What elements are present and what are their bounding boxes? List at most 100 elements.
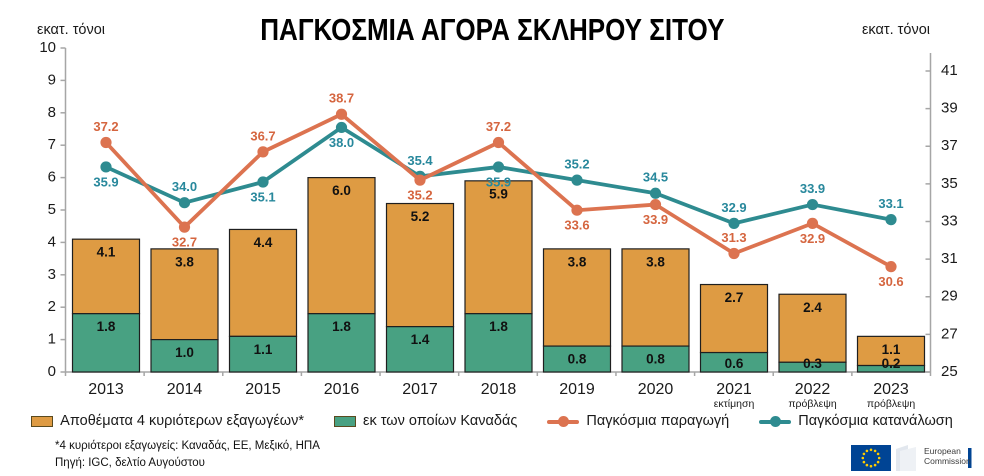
line-marker [178,197,191,209]
bar-segment-stocks [228,228,298,337]
ec-logo-text: European Commission [924,446,971,466]
bar-total-label: 6.0 [332,183,351,198]
x-axis-category-label: 2016 [324,381,360,398]
line-point-label: 34.5 [643,170,668,185]
line-point-label: 31.3 [721,230,746,245]
legend-item: Παγκόσμια παραγωγή [547,413,729,429]
legend-line-swatch-icon [759,415,792,427]
footnote-source: Πηγή: IGC, δελτίο Αυγούστου [55,457,205,469]
line-marker [806,198,819,211]
bar-sub-label: 1.4 [411,332,430,347]
left-axis-tick-label: 5 [48,201,56,218]
line-point-label: 32.9 [721,200,746,215]
bar-segment-canada [856,364,926,373]
line-point-label: 38.0 [329,135,354,150]
line-point-label: 34.0 [172,179,197,194]
bar-segment-canada [71,313,141,373]
legend-item-label: Παγκόσμια κατανάλωση [798,413,953,429]
bar-segment-stocks [71,238,141,315]
line-point-label: 36.7 [250,128,275,143]
bar-segment-canada [385,326,455,373]
bar-sub-label: 0.6 [725,356,744,371]
right-axis-tick-label: 39 [941,100,958,117]
bar-sub-label: 1.8 [489,319,508,334]
legend-item: Παγκόσμια κατανάλωση [759,413,953,429]
line-marker [414,174,426,186]
legend-item-label: Αποθέματα 4 κυριότερων εξαγωγέων* [60,413,304,429]
x-axis-category-label: 2021 [716,381,752,398]
line-marker [806,217,819,229]
eu-flag-star [861,456,865,460]
line-marker [649,198,662,211]
eu-flag-star [873,463,877,467]
line-point-label: 38.7 [329,91,354,106]
eu-flag-star [877,456,881,460]
bar-segment-canada [228,335,298,373]
chart-legend: Αποθέματα 4 κυριότερων εξαγωγέων* εκ των … [0,413,984,429]
ec-building-graphic-2 [900,447,916,471]
bar-sub-label: 1.8 [332,319,351,334]
page-title: ΠΑΓΚΟΣΜΙΑ ΑΓΟΡΑ ΣΚΛΗΡΟΥ ΣΙΤΟΥ [0,12,984,48]
line-marker [885,214,897,226]
bar-segment-stocks [307,177,376,315]
line-point-label: 35.4 [407,153,433,168]
line-point-label: 35.9 [93,174,118,189]
bar-total-label: 4.4 [254,235,273,250]
right-axis-tick-label: 29 [941,288,958,305]
left-axis-tick-label: 0 [48,363,56,380]
eu-flag-star [876,460,880,464]
line-marker [335,121,348,134]
bar-total-label: 1.1 [882,342,901,357]
footnotes: *4 κυριότεροι εξαγωγείς: Καναδάς, ΕΕ, Με… [55,438,320,472]
line-marker [178,221,191,233]
line-point-label: 35.2 [407,188,432,203]
bar-segment-stocks [778,293,847,363]
line-point-label: 35.1 [250,189,275,204]
ec-logo-graphic [851,445,972,471]
line-marker [100,136,112,149]
line-point-label: 33.1 [878,196,903,211]
bar-sub-label: 0.8 [568,352,587,367]
bar-total-label: 5.9 [489,186,508,201]
line-marker [649,187,662,199]
footnote-exporters: *4 κυριότεροι εξαγωγείς: Καναδάς, ΕΕ, Με… [55,440,320,452]
eu-flag-star [869,464,873,468]
line-point-label: 32.7 [172,235,197,250]
line-marker [492,161,505,173]
right-axis-tick-label: 37 [941,137,958,154]
bar-segment-canada [778,361,847,373]
bar-segment-canada [464,313,533,373]
bar-segment-canada [307,313,376,373]
left-axis-tick-label: 2 [48,298,56,315]
line-marker [335,108,348,120]
right-axis-unit-label: εκατ. τόνοι [861,22,930,38]
legend-item-label: εκ των οποίων Καναδάς [363,413,518,429]
ec-logo-line1: European [924,446,961,456]
bar-segment-stocks [621,248,690,347]
left-axis-tick-label: 7 [48,136,56,153]
eu-flag-star [865,463,869,467]
bar-total-label: 3.8 [646,254,665,269]
line-marker [571,174,583,186]
x-axis-category-label: 2015 [245,381,281,398]
x-axis-category-label: 2019 [559,381,595,398]
bar-segment-stocks [542,248,612,347]
bar-total-label: 5.2 [411,209,430,224]
x-axis-category-label: 2018 [481,381,517,398]
line-point-label: 37.2 [486,119,511,134]
legend-item-label: Παγκόσμια παραγωγή [586,413,730,429]
legend-line-swatch-icon [547,415,580,427]
bar-sub-label: 0.8 [646,352,665,367]
bar-segment-stocks [150,248,219,341]
line-point-label: 33.6 [564,218,589,233]
left-axis-tick-label: 10 [39,39,56,56]
line-point-label: 30.6 [878,274,903,289]
bar-total-label: 2.4 [803,300,822,315]
line-marker [885,261,897,273]
x-axis-category-label: 2022 [795,381,831,398]
line-point-label: 33.9 [800,181,825,196]
x-axis-category-label: 2013 [88,381,124,398]
x-axis-category-sublabel: πρόβλεψη [788,398,837,410]
